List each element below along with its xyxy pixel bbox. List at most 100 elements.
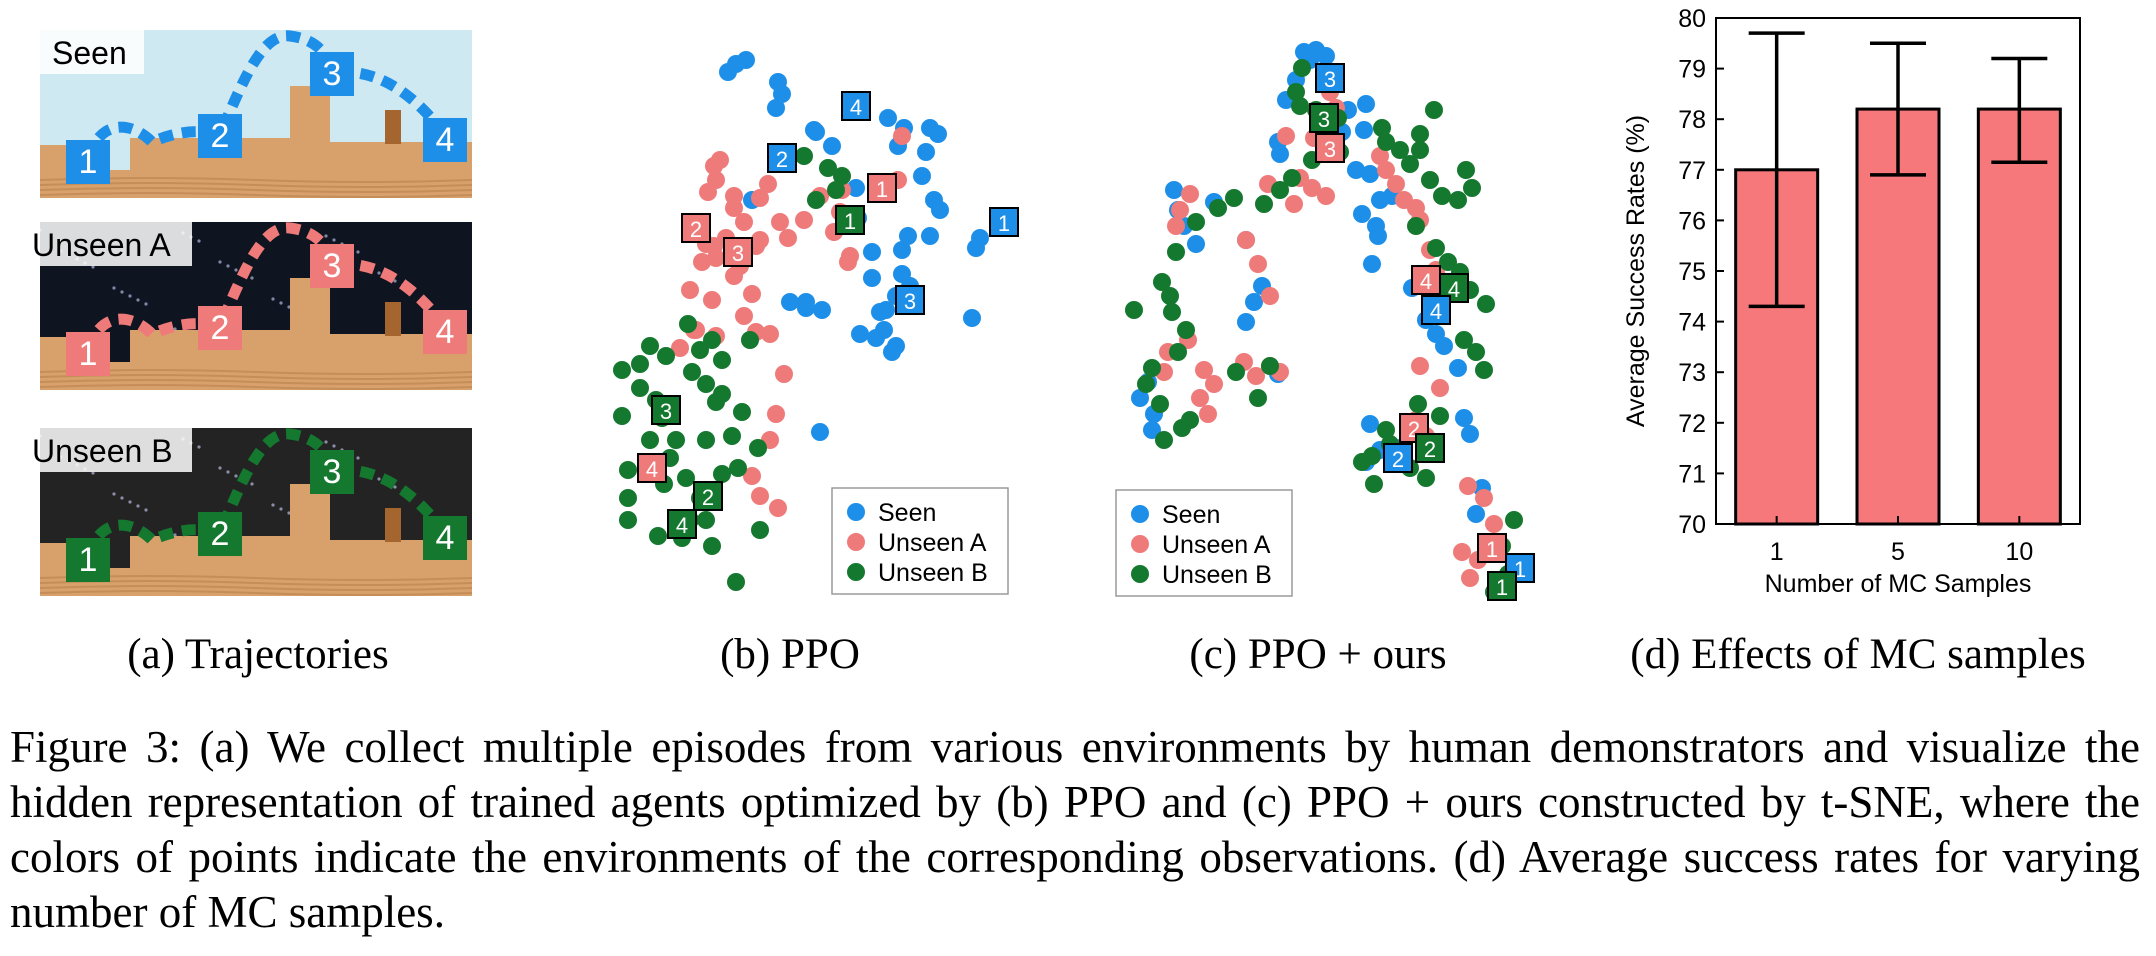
star [218, 466, 222, 470]
ground-terrain [40, 484, 472, 596]
embedding-marker-box [693, 481, 723, 511]
embedding-marker-box [835, 205, 865, 235]
trajectory-marker-box [310, 52, 354, 96]
scatter-point [735, 213, 753, 231]
embedding-marker: 1 [1477, 533, 1507, 563]
panel-c-caption: (c) PPO + ours [1189, 631, 1446, 678]
trajectory-marker-box [423, 310, 467, 354]
scatter-point [1317, 187, 1335, 205]
scatter-point [697, 431, 715, 449]
embedding-marker: 4 [637, 453, 667, 483]
embedding-marker-box [1383, 443, 1413, 473]
scatter-point [1187, 213, 1205, 231]
scatter-point [1417, 469, 1435, 487]
trajectory-marker: 3 [310, 450, 354, 494]
scatter-point [1411, 357, 1429, 375]
trajectory-marker-label: 2 [211, 117, 230, 155]
row-label: Unseen B [32, 433, 173, 469]
y-tick-label: 70 [1678, 511, 1706, 539]
scatter-point [1165, 181, 1183, 199]
embedding-marker-label: 4 [1430, 299, 1442, 324]
embedding-marker-box [637, 453, 667, 483]
embedding-marker-box [767, 143, 797, 173]
star [377, 271, 381, 275]
scatter-point [1169, 343, 1187, 361]
embedding-marker-label: 3 [1324, 67, 1336, 92]
embedding-marker-box [1421, 295, 1451, 325]
embedding-marker-label: 3 [660, 399, 672, 424]
star [197, 445, 201, 449]
star [393, 279, 397, 283]
trajectory-marker: 4 [423, 516, 467, 560]
scatter-point [1195, 361, 1213, 379]
star [136, 298, 140, 302]
star [332, 238, 336, 242]
scatter-point [1475, 361, 1493, 379]
trajectory-marker: 4 [423, 310, 467, 354]
scatter-point [1271, 145, 1289, 163]
scatter-point [1357, 95, 1375, 113]
ground-stripe [39, 384, 473, 390]
scatter-point [1293, 59, 1311, 77]
star [393, 485, 397, 489]
embedding-marker-label: 2 [702, 485, 714, 510]
embedding-marker-label: 4 [1420, 269, 1432, 294]
star [287, 511, 291, 515]
scatter-point [1161, 287, 1179, 305]
star [234, 474, 238, 478]
trajectory-marker-box [423, 516, 467, 560]
scatter-point [1455, 409, 1473, 427]
scatter-point [1287, 83, 1305, 101]
scatter-point [917, 143, 935, 161]
embedding-marker: 3 [895, 285, 925, 315]
embedding-marker: 3 [1315, 63, 1345, 93]
scatter-point [1143, 359, 1161, 377]
y-tick-label: 74 [1678, 309, 1706, 337]
scatter-point [807, 191, 825, 209]
y-tick-label: 80 [1678, 5, 1706, 33]
trajectory-row: 1 2 3 4 Unseen B [24, 428, 473, 596]
scatter-point [749, 439, 767, 457]
scatter-point [1365, 475, 1383, 493]
star [120, 290, 124, 294]
scatter-point [713, 351, 731, 369]
scatter-point [641, 431, 659, 449]
legend-label: Unseen A [878, 529, 987, 557]
scatter-point [703, 291, 721, 309]
scatter-point [1167, 243, 1185, 261]
scatter-point [1209, 199, 1227, 217]
scatter-point [839, 253, 857, 271]
scatter-point [737, 51, 755, 69]
scatter-point [751, 487, 769, 505]
scatter-point [743, 467, 761, 485]
scatter-point [963, 309, 981, 327]
scatter-point [1285, 195, 1303, 213]
scatter-point [893, 241, 911, 259]
trajectory-marker: 4 [423, 118, 467, 162]
scatter-point [613, 407, 631, 425]
trajectory-marker-box [198, 306, 242, 350]
scatter-point [921, 227, 939, 245]
legend-label: Unseen B [878, 559, 988, 587]
embedding-marker-label: 2 [1424, 437, 1436, 462]
scatter-point [1431, 407, 1449, 425]
embedding-marker-box [1415, 433, 1445, 463]
scatter-point [1373, 119, 1391, 137]
scatter-point [677, 469, 695, 487]
scatter-point [1125, 301, 1143, 319]
star [226, 470, 230, 474]
scatter-point [671, 339, 689, 357]
embedding-marker-label: 4 [850, 95, 862, 120]
scatter-point [771, 213, 789, 231]
trajectory-marker-label: 3 [323, 453, 342, 491]
star [356, 456, 360, 460]
ground-terrain [40, 86, 472, 198]
scatter-point [1181, 411, 1199, 429]
trajectory-marker: 3 [310, 244, 354, 288]
scatter-point [1449, 191, 1467, 209]
scatter-point [1461, 425, 1479, 443]
scatter-point [641, 337, 659, 355]
y-tick-label: 76 [1678, 207, 1706, 235]
scatter-point [741, 331, 759, 349]
